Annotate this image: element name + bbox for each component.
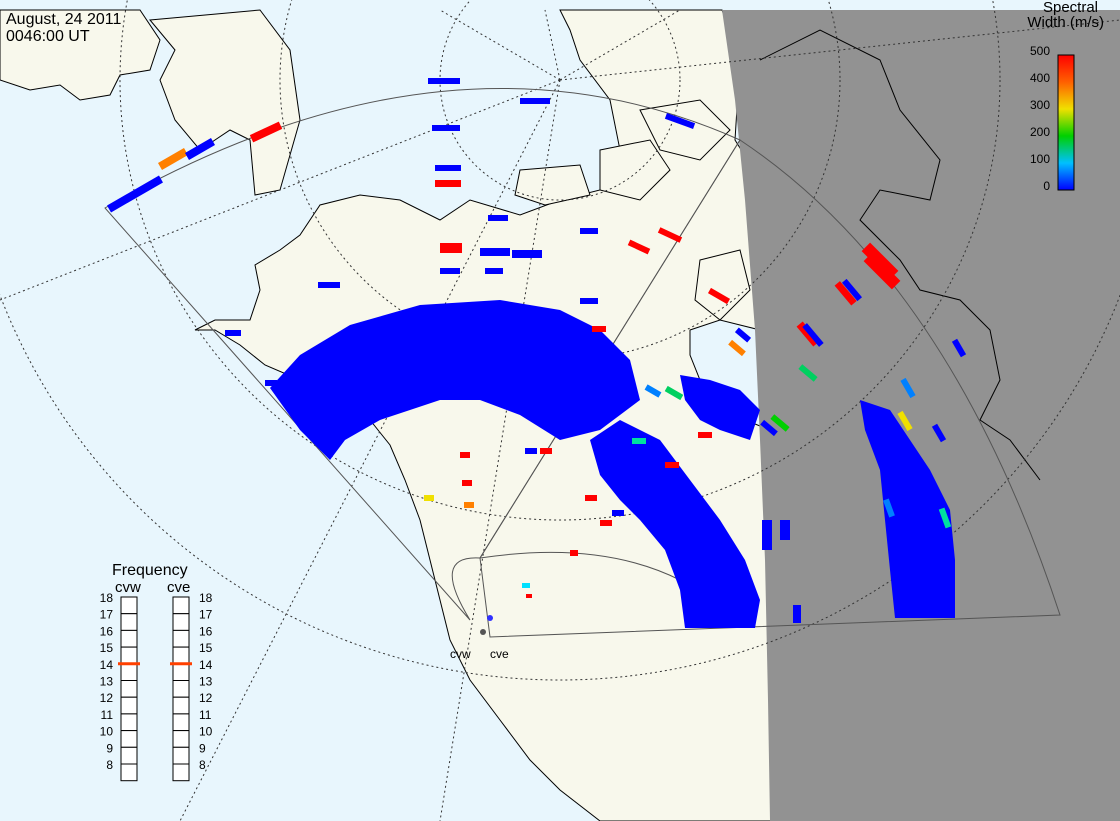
frequency-scale-left: 18 17 16 15 14 13 12 11 10 9 8 xyxy=(100,591,114,772)
frequency-title: Frequency xyxy=(112,562,188,579)
frequency-tick-label: 14 xyxy=(199,658,213,672)
frequency-tick-label: 15 xyxy=(100,641,114,655)
frequency-cell xyxy=(120,663,138,681)
legend-title-line1: Spectral xyxy=(1043,0,1098,16)
frequency-tick-label: 11 xyxy=(101,708,114,722)
frequency-tick-label: 12 xyxy=(199,691,213,705)
frequency-cell xyxy=(172,613,190,631)
frequency-cell xyxy=(172,629,190,648)
frequency-cell xyxy=(120,680,138,698)
frequency-tick-label: 9 xyxy=(199,741,206,755)
frequency-tick-label: 8 xyxy=(106,758,113,772)
radar-label-cve: cve xyxy=(490,647,509,661)
night-land-outline xyxy=(759,29,1041,481)
scatter-region-northeast xyxy=(680,375,760,440)
frequency-cell xyxy=(120,713,138,732)
legend-title-line2: Width (m/s) xyxy=(1027,14,1104,31)
frequency-cell xyxy=(172,696,190,715)
frequency-cell xyxy=(120,696,138,715)
frequency-column-cvw-label: cvw xyxy=(115,579,141,596)
frequency-tick-label: 12 xyxy=(100,691,114,705)
landmass-arctic-island-2 xyxy=(639,99,731,161)
frequency-cell xyxy=(172,646,190,665)
frequency-tick-label: 10 xyxy=(199,725,213,739)
frequency-column-cve xyxy=(170,596,192,782)
frequency-tick-label: 17 xyxy=(100,608,114,622)
frequency-tick-label: 10 xyxy=(100,725,114,739)
frequency-tick-label: 15 xyxy=(199,641,213,655)
frequency-cell xyxy=(172,746,190,765)
radar-site-cvw xyxy=(480,629,486,635)
frequency-tick-label: 8 xyxy=(199,758,206,772)
frequency-tick-label: 13 xyxy=(199,675,213,689)
radar-site-cve xyxy=(487,615,493,621)
frequency-cell xyxy=(120,596,138,615)
frequency-cell xyxy=(120,629,138,648)
frequency-cell xyxy=(120,746,138,765)
legend-colorbar xyxy=(1057,54,1075,191)
scatter-region-west-band xyxy=(270,300,640,460)
date-label: August, 24 2011 xyxy=(6,11,121,28)
scatter-region-far-east xyxy=(860,400,955,618)
frequency-cell xyxy=(120,613,138,631)
radar-label-cvw: cvw xyxy=(450,647,471,661)
frequency-tick-label: 18 xyxy=(100,591,114,605)
frequency-column-cve-label: cve xyxy=(167,579,190,596)
frequency-column-cvw xyxy=(118,596,140,782)
scatter-cells xyxy=(107,78,967,623)
legend-tick-100: 100 xyxy=(1030,152,1050,166)
frequency-tick-label: 16 xyxy=(199,624,213,638)
landmass-chukotka xyxy=(149,9,301,196)
frequency-tick-label: 14 xyxy=(100,658,114,672)
frequency-cell xyxy=(172,730,190,748)
frequency-tick-label: 18 xyxy=(199,591,213,605)
frequency-cell xyxy=(120,730,138,748)
radar-sites xyxy=(480,615,493,635)
frequency-tick-label: 13 xyxy=(100,675,114,689)
frequency-cell xyxy=(120,646,138,665)
color-legend: Spectral Width (m/s) 500 400 300 200 100… xyxy=(1027,0,1104,193)
frequency-tick-label: 16 xyxy=(100,624,114,638)
legend-tick-200: 200 xyxy=(1030,125,1050,139)
frequency-panel: Frequency cvw cve 18 17 16 15 14 13 12 11 10 9 8 1… xyxy=(100,562,213,782)
time-label: 0046:00 UT xyxy=(6,28,90,45)
frequency-cell xyxy=(172,763,190,782)
frequency-tick-label: 11 xyxy=(199,708,212,722)
frequency-cell xyxy=(172,596,190,615)
frequency-cell xyxy=(172,680,190,698)
frequency-cell xyxy=(172,663,190,681)
frequency-tick-label: 9 xyxy=(106,741,113,755)
frequency-cell xyxy=(172,713,190,732)
legend-tick-500: 500 xyxy=(1030,44,1050,58)
frequency-cell xyxy=(120,763,138,782)
legend-tick-400: 400 xyxy=(1030,71,1050,85)
night-region xyxy=(722,10,1120,821)
scatter-region-east-band xyxy=(590,420,760,628)
legend-tick-0: 0 xyxy=(1043,179,1050,193)
landmass-siberia xyxy=(0,9,161,101)
landmass-hudson-bay-island xyxy=(694,249,751,321)
legend-tick-300: 300 xyxy=(1030,98,1050,112)
frequency-scale-right: 18 17 16 15 14 13 12 11 10 9 8 xyxy=(199,591,213,772)
frequency-tick-label: 17 xyxy=(199,608,213,622)
landmass-arctic-island-1 xyxy=(599,139,671,201)
